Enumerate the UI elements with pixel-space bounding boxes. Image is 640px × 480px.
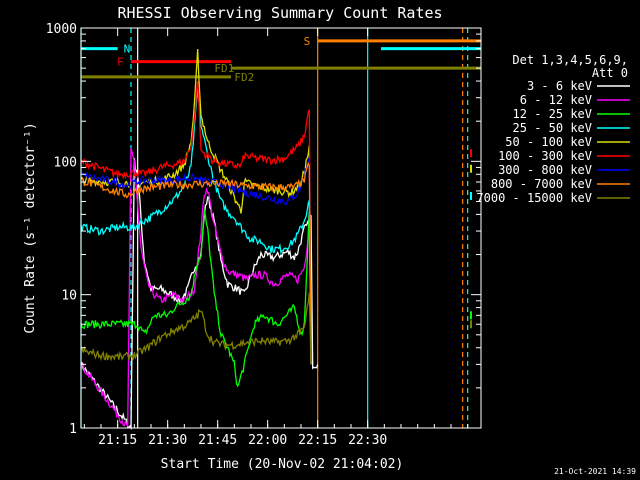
axes: 21:15 21:30 21:45 22:00 22:15 22:30 1 10 100 1000 [46, 22, 482, 448]
flag-label-s: S [304, 35, 311, 48]
x-tick-label-5: 22:30 [348, 433, 387, 448]
legend-label-7: 800 - 7000 keV [491, 177, 592, 191]
series-line-6 [80, 157, 312, 365]
flag-label-fd1: FD1 [214, 62, 234, 75]
legend-label-6: 300 - 800 keV [498, 163, 592, 177]
series-line-2 [80, 209, 312, 388]
legend-label-5: 100 - 300 keV [498, 149, 592, 163]
series-line-5 [80, 81, 312, 365]
y-tick-label-3: 1000 [46, 22, 77, 37]
generation-timestamp: 21-Oct-2021 14:39 [554, 467, 636, 476]
x-tick-label-4: 22:15 [298, 433, 337, 448]
series-line-4 [80, 48, 312, 365]
x-tick-label-2: 21:45 [198, 433, 237, 448]
y-tick-label-2: 100 [54, 155, 77, 170]
y-tick-label-0: 1 [69, 422, 77, 437]
legend-label-0: 3 - 6 keV [527, 79, 592, 93]
x-tick-label-0: 21:15 [98, 433, 137, 448]
legend-header-line-2: Att 0 [592, 66, 628, 80]
legend-label-4: 50 - 100 keV [505, 135, 592, 149]
y-tick-label-1: 10 [61, 289, 77, 304]
legend-label-1: 6 - 12 keV [520, 93, 592, 107]
flag-label-fd2: FD2 [234, 71, 254, 84]
x-tick-label-1: 21:30 [148, 433, 187, 448]
legend-label-3: 25 - 50 keV [513, 121, 592, 135]
x-tick-label-3: 22:00 [248, 433, 287, 448]
series-line-8 [80, 292, 312, 365]
y-axis-label: Count Rate (s⁻¹ detector⁻¹) [23, 122, 38, 333]
series-line-3 [80, 88, 312, 365]
legend-label-8: 7000 - 15000 keV [476, 191, 592, 205]
series-line-1 [80, 147, 312, 428]
legend-header-line-1: Det 1,3,4,5,6,9, [512, 53, 628, 67]
series-line-7 [80, 161, 312, 365]
chart-title: RHESSI Observing Summary Count Rates [117, 4, 442, 22]
x-axis-label: Start Time (20-Nov-02 21:04:02) [161, 457, 404, 472]
flag-label-f: F [117, 56, 124, 69]
plot-frame [80, 27, 482, 429]
flag-label-n: N [124, 43, 131, 56]
legend-label-2: 12 - 25 keV [513, 107, 592, 121]
